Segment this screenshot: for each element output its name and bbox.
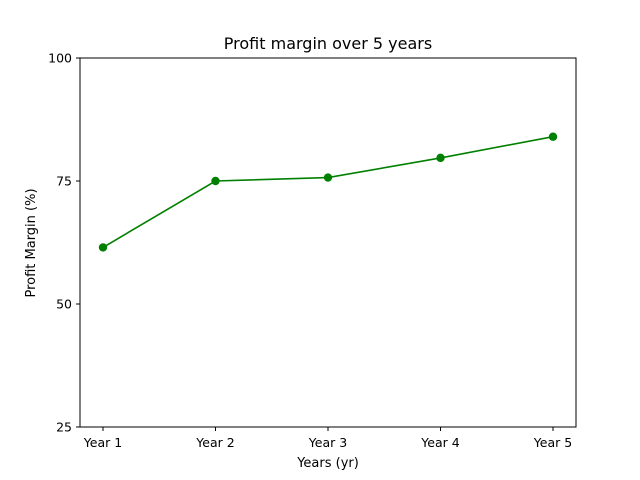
y-tick-label: 50 (56, 297, 72, 312)
x-tick-label: Year 2 (195, 435, 234, 450)
x-axis-ticks: Year 1 Year 2 Year 3 Year 4 Year 5 (83, 427, 572, 450)
data-point (211, 176, 220, 186)
data-point (323, 173, 333, 182)
x-tick-label: Year 1 (83, 435, 122, 450)
y-tick-label: 75 (56, 174, 72, 189)
y-axis-ticks: 25 50 75 100 (48, 51, 80, 435)
data-point (98, 243, 108, 252)
x-tick-label: Year 3 (308, 435, 347, 450)
chart-title: Profit margin over 5 years (224, 34, 432, 53)
series-profit-margin (98, 132, 558, 252)
x-axis-label: Years (yr) (296, 456, 359, 471)
data-point (548, 132, 558, 141)
plot-area-frame (79, 57, 577, 428)
y-axis-label: Profit Margin (%) (24, 188, 39, 297)
y-tick-label: 25 (56, 420, 72, 435)
y-tick-label: 100 (48, 51, 72, 66)
x-tick-label: Year 5 (533, 435, 572, 450)
data-point (436, 153, 445, 163)
x-tick-label: Year 4 (420, 435, 459, 450)
